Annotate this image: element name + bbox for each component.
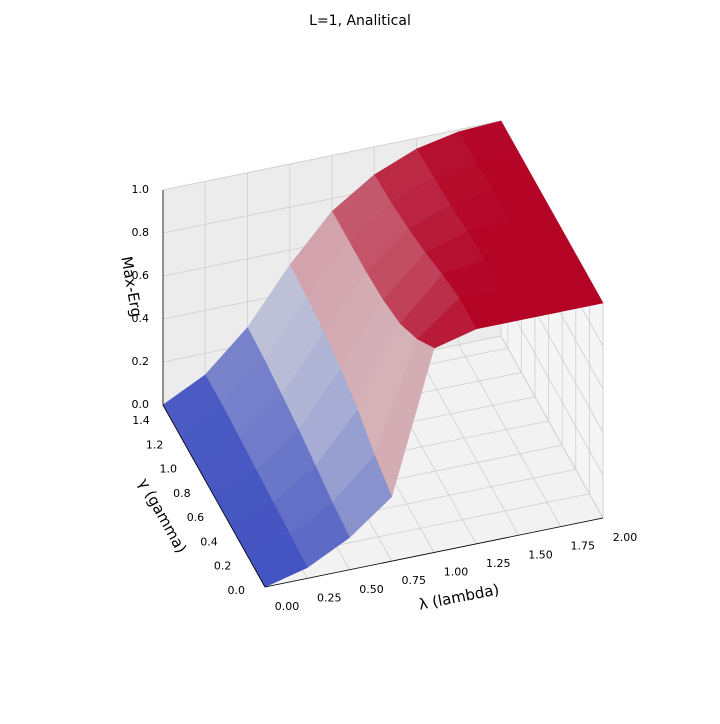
y-tick-label: 0.8 [173, 487, 191, 500]
z-tick-label: 0.4 [132, 312, 150, 325]
y-tick-label: 0.4 [200, 535, 218, 548]
z-tick-label: 0.2 [132, 355, 150, 368]
x-tick-label: 2.00 [613, 531, 638, 544]
y-tick-label: 0.0 [228, 584, 246, 597]
y-tick-label: 1.0 [160, 463, 178, 476]
z-tick-label: 0.0 [132, 398, 150, 411]
x-axis [264, 517, 604, 588]
z-tick-label: 0.8 [132, 226, 150, 239]
x-tick-label: 0.75 [402, 574, 427, 587]
x-tick-label: 0.50 [359, 583, 384, 596]
z-axis-label: Max-Erg [117, 255, 145, 319]
chart-title: L=1, Analitical [309, 13, 411, 29]
x-tick-label: 1.50 [528, 548, 553, 561]
x-axis-label: λ (lambda) [417, 580, 500, 613]
y-tick-label: 1.4 [132, 414, 150, 427]
x-tick-label: 0.00 [275, 600, 300, 613]
x-tick-label: 1.75 [571, 540, 596, 553]
x-tick-label: 1.00 [444, 566, 469, 579]
x-tick-label: 0.25 [317, 591, 342, 604]
y-tick-label: 0.6 [187, 511, 205, 524]
z-tick-label: 0.6 [132, 269, 150, 282]
surface [162, 120, 604, 588]
y-tick-label: 0.2 [214, 560, 232, 573]
z-tick-label: 1.0 [132, 183, 150, 196]
y-axis [162, 404, 266, 588]
x-tick-label: 1.25 [486, 557, 511, 570]
y-tick-label: 1.2 [146, 438, 164, 451]
